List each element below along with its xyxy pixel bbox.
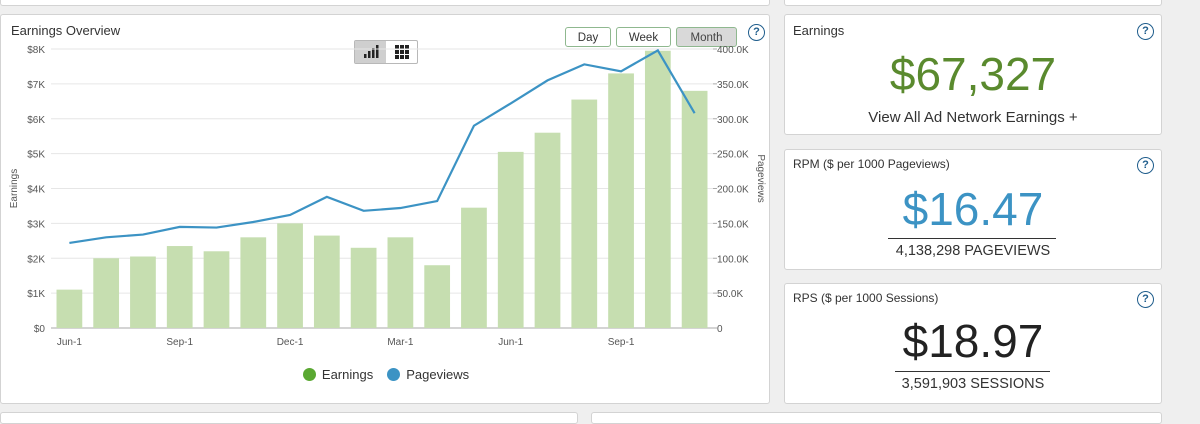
y-tick-label: $0: [34, 324, 46, 335]
earnings-help-icon[interactable]: ?: [1137, 23, 1154, 40]
day-button[interactable]: Day: [565, 27, 611, 47]
y-tick-label: $6K: [27, 115, 45, 126]
rps-divider: [895, 371, 1050, 372]
rpm-pageviews: 4,138,298 PAGEVIEWS: [895, 243, 1051, 259]
x-tick-label: Sep-1: [166, 337, 193, 348]
earnings-bar: [644, 50, 671, 329]
rps-card: RPS ($ per 1000 Sessions) ? $18.97 3,591…: [784, 283, 1162, 404]
grid-table-icon[interactable]: [386, 41, 417, 63]
earnings-title: Earnings: [793, 23, 845, 38]
x-tick-label: Jun-1: [498, 337, 523, 348]
y2-tick-label: 200.0K: [717, 185, 749, 196]
legend-item-pageviews[interactable]: Pageviews: [387, 367, 469, 382]
earnings-value: $67,327: [889, 48, 1057, 100]
bottom-strip: [0, 412, 578, 424]
y2-tick-label: 300.0K: [717, 115, 749, 126]
y2-tick-label: 50.0K: [717, 289, 743, 300]
earnings-overview-card: Earnings Overview Day Week Month ? $0 $1K…: [0, 14, 770, 404]
pageviews-line: [69, 48, 696, 244]
top-strip-right: [784, 0, 1162, 6]
legend-label-pageviews: Pageviews: [406, 367, 470, 382]
bottom-strip-right: [591, 412, 1162, 424]
earnings-legend-dot: [302, 368, 316, 381]
earnings-bar: [130, 256, 156, 328]
y2-tick-label: 400.0K: [717, 45, 749, 56]
x-tick-label: Jun-1: [57, 337, 82, 348]
y-tick-label: $2K: [27, 254, 45, 265]
overview-help-icon[interactable]: ?: [748, 24, 765, 41]
rps-title: RPS ($ per 1000 Sessions): [793, 291, 939, 305]
rpm-value: $16.47: [902, 183, 1044, 235]
top-strip: [0, 0, 770, 6]
week-button[interactable]: Week: [616, 27, 671, 47]
earnings-bar: [313, 235, 340, 328]
y-tick-label: $7K: [27, 80, 45, 91]
x-tick-label: Dec-1: [277, 337, 304, 348]
rps-value: $18.97: [902, 315, 1044, 367]
legend-item-earnings[interactable]: Earnings: [302, 367, 374, 382]
chart-view-toggle[interactable]: [354, 40, 418, 64]
y-tick-label: $4K: [27, 185, 45, 196]
y2-tick-label: 350.0K: [717, 80, 749, 91]
earnings-bar: [571, 99, 598, 328]
legend-label-earnings: Earnings: [321, 367, 374, 382]
y2-tick-label: 0: [717, 324, 723, 335]
y-tick-label: $5K: [27, 150, 45, 161]
earnings-bar: [166, 246, 193, 328]
earnings-bar: [608, 73, 634, 328]
month-button[interactable]: Month: [676, 27, 737, 47]
earnings-bar: [277, 223, 303, 328]
chart-legend: Earnings Pageviews: [1, 367, 771, 382]
rpm-help-icon[interactable]: ?: [1137, 157, 1154, 174]
earnings-bar: [56, 289, 83, 328]
y2-tick-label: 100.0K: [717, 254, 749, 265]
earnings-bar: [240, 237, 267, 328]
earnings-bar: [93, 258, 120, 328]
y2-tick-label: 150.0K: [717, 219, 749, 230]
earnings-bar: [203, 251, 230, 328]
x-tick-label: Mar-1: [387, 337, 414, 348]
y-axis-title: Earnings: [9, 169, 20, 208]
y-tick-label: $3K: [27, 219, 45, 230]
earnings-chart: $0 $1K $2K $3K $4K $5K $6K $7K $8K 0 50.0K 100.0K 15…: [9, 45, 766, 348]
y2-axis-title: Pageviews: [755, 154, 766, 202]
earnings-card: Earnings ? $67,327 View All Ad Network E…: [784, 14, 1162, 135]
earnings-bar: [497, 151, 524, 328]
earnings-bar: [461, 207, 487, 328]
y-tick-label: $1K: [27, 289, 45, 300]
rps-sessions: 3,591,903 SESSIONS: [901, 376, 1045, 392]
earnings-bar: [681, 90, 708, 328]
x-tick-label: Sep-1: [608, 337, 635, 348]
rpm-title: RPM ($ per 1000 Pageviews): [793, 157, 950, 171]
view-all-earnings-link[interactable]: View All Ad Network Earnings +: [868, 109, 1078, 126]
earnings-bar: [350, 247, 377, 328]
rpm-divider: [888, 238, 1056, 239]
overview-title: Earnings Overview: [11, 23, 121, 38]
bar-chart-icon[interactable]: [355, 41, 386, 63]
y2-tick-label: 250.0K: [717, 150, 749, 161]
pageviews-legend-dot: [387, 368, 401, 381]
rpm-card: RPM ($ per 1000 Pageviews) ? $16.47 4,13…: [784, 149, 1162, 270]
rps-help-icon[interactable]: ?: [1137, 291, 1154, 308]
earnings-bar: [387, 237, 414, 328]
earnings-bar: [424, 265, 451, 328]
earnings-bar: [534, 132, 561, 328]
y-tick-label: $8K: [27, 45, 45, 56]
